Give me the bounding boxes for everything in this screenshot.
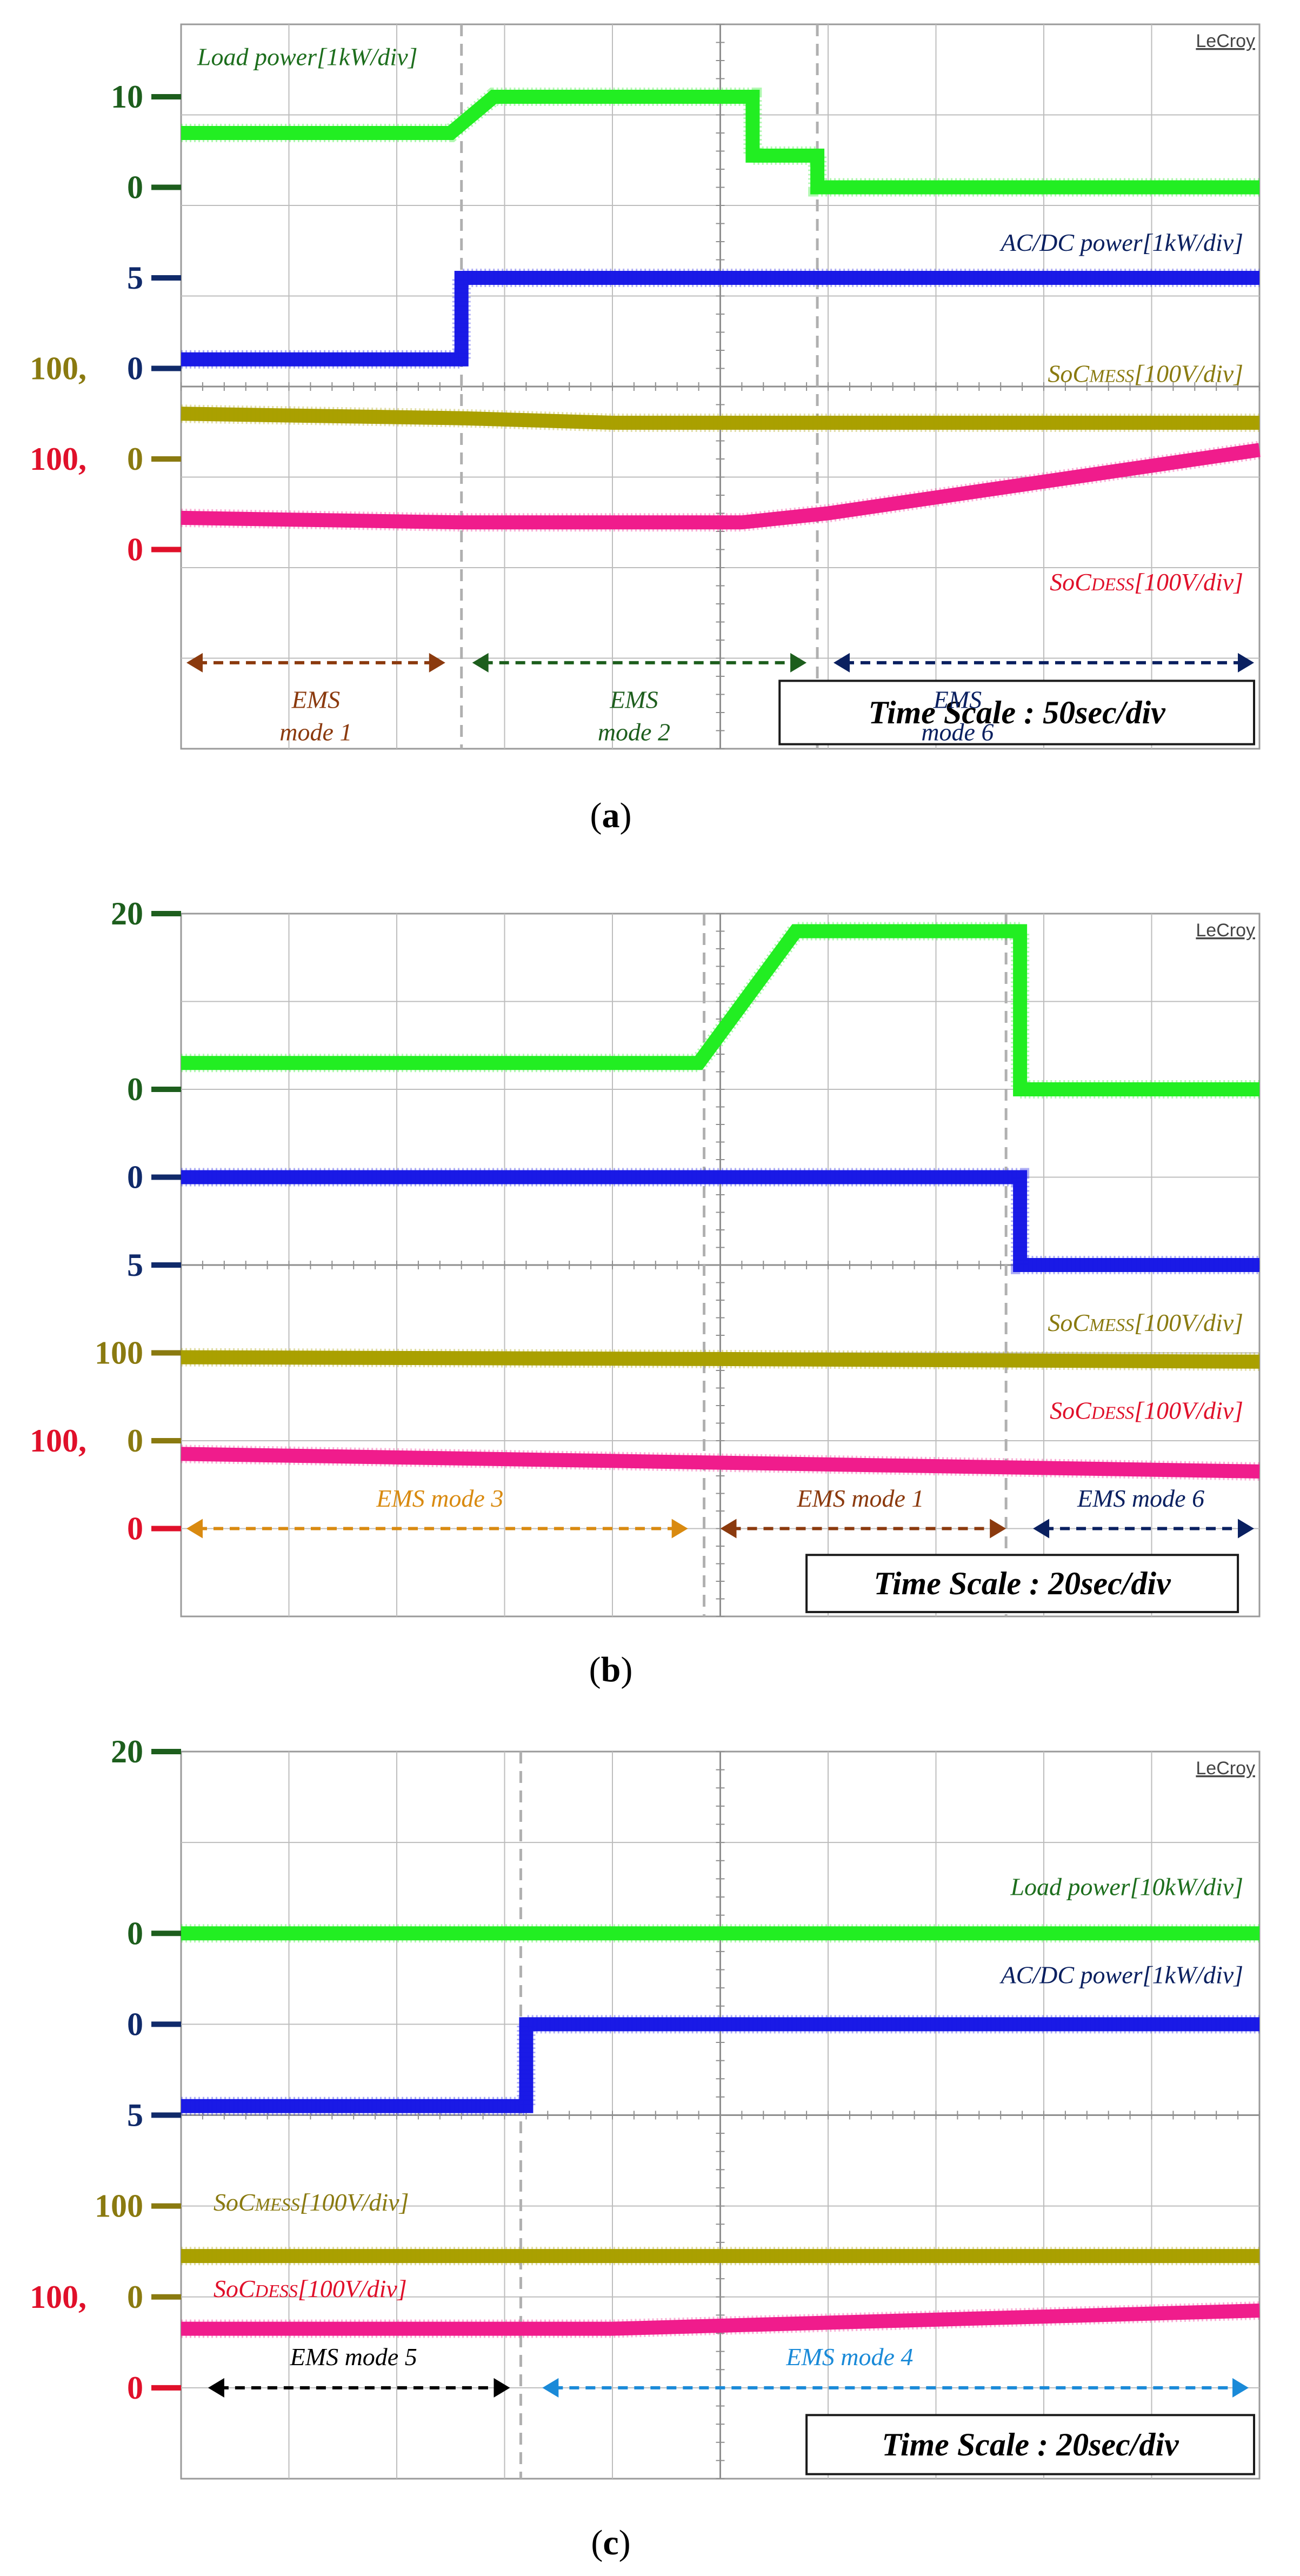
y-axis-label: 100 — [95, 2188, 143, 2224]
trace-noise-acdc — [181, 269, 1259, 369]
y-axis-label: 0 — [127, 351, 143, 387]
time-scale-box — [805, 1554, 1239, 1613]
y-axis-label: 10 — [111, 79, 143, 115]
y-axis-label: 0 — [127, 2006, 143, 2042]
panel-caption: (c) — [591, 2523, 630, 2562]
chart-c: LeCroy 20 0 0 5 100 100, 0 0 Load power[10kW/div]… — [30, 1734, 1261, 2562]
brand-label: LeCroy — [1196, 1758, 1255, 1779]
brand-label: LeCroy — [1196, 920, 1255, 941]
trace-acdc — [181, 1170, 1259, 1272]
trace-label: SoCMESS[100V/div] — [1048, 360, 1243, 388]
time-scale-label: Time Scale : 20sec/div — [874, 1566, 1171, 1601]
trace-noise-load — [181, 922, 1259, 1099]
y-axis-label: 100 — [95, 1335, 143, 1371]
chart-b: LeCroy 20 0 0 5 100 100, 0 0 SoCMESS[100V/div] SoC… — [30, 896, 1261, 1689]
trace-label: AC/DC power[1kW/div] — [999, 1961, 1243, 1989]
mode-label: EMS mode 1 — [279, 686, 352, 746]
trace-label: SoCMESS[100V/div] — [214, 2188, 409, 2216]
trace-label: SoCDESS[100V/div] — [1050, 568, 1243, 596]
grid — [181, 24, 1260, 749]
mode-label: EMS mode 1 — [796, 1485, 924, 1512]
y-axis-label: 0 — [127, 2370, 143, 2406]
trace-label: SoCDESS[100V/div] — [1050, 1396, 1243, 1424]
mode-arrow — [208, 2378, 510, 2398]
brand-label: LeCroy — [1196, 31, 1255, 51]
mode-label: EMS mode 3 — [376, 1485, 503, 1512]
y-axis-label: 0 — [127, 1423, 143, 1459]
y-axis-label: 5 — [127, 2098, 143, 2133]
time-scale-label: Time Scale : 20sec/div — [882, 2427, 1179, 2462]
y-axis-label: 0 — [127, 1915, 143, 1951]
y-axis-label: 100, — [30, 2279, 86, 2315]
trace-mess — [181, 1350, 1260, 1369]
trace-noise-dess — [181, 441, 1261, 532]
panel-b: LeCroy 20 0 0 5 100 100, 0 0 SoCMESS[100V/div] SoC… — [0, 854, 1300, 1714]
mode-arrow — [720, 1519, 1006, 1539]
mode-arrow — [186, 653, 445, 673]
trace-label: AC/DC power[1kW/div] — [999, 229, 1243, 256]
y-axis-label: 5 — [127, 260, 143, 296]
mode-arrow — [542, 2378, 1249, 2398]
trace-load — [181, 90, 1259, 195]
mode-label: EMS mode 6 — [1077, 1485, 1204, 1512]
mode-arrow — [472, 653, 807, 673]
y-axis-label: 20 — [111, 1734, 143, 1769]
y-axis-label: 0 — [127, 1160, 143, 1195]
trace-noise-acdc — [181, 2015, 1259, 2115]
time-scale-box — [805, 2414, 1256, 2475]
y-axis-label: 0 — [127, 2279, 143, 2315]
trace-dess — [181, 1447, 1260, 1479]
y-axis-label: 5 — [127, 1247, 143, 1283]
panel-a: LeCroy 10 0 5 100, 0 100, 0 0 Load power[1kW/div]… — [0, 0, 1300, 854]
mode-label: EMS mode 4 — [785, 2343, 913, 2371]
panel-caption: (a) — [590, 796, 632, 835]
y-axis-label: 0 — [127, 1511, 143, 1547]
chart-a: LeCroy 10 0 5 100, 0 100, 0 0 Load power[1kW/div]… — [30, 23, 1261, 835]
mode-label: EMS mode 2 — [598, 686, 670, 746]
y-axis-label: 0 — [127, 1071, 143, 1107]
trace-label: SoCMESS[100V/div] — [1048, 1309, 1243, 1336]
panel-c: LeCroy 20 0 0 5 100 100, 0 0 Load power[10kW/div]… — [0, 1714, 1300, 2576]
trace-label: SoCDESS[100V/div] — [214, 2275, 407, 2302]
time-scale-box — [778, 680, 1256, 745]
trace-acdc — [181, 2017, 1259, 2113]
y-axis-label: 100, — [30, 351, 86, 387]
trace-load — [181, 924, 1259, 1096]
mode-label: EMS mode 5 — [290, 2343, 417, 2371]
trace-noise-acdc — [181, 1168, 1259, 1274]
y-axis-label: 0 — [127, 441, 143, 477]
mode-arrow — [833, 653, 1255, 673]
mode-label: EMS mode 6 — [921, 686, 994, 746]
trace-noise-load — [181, 88, 1259, 197]
trace-dess — [181, 2304, 1260, 2336]
time-scale-label: Time Scale : 50sec/div — [868, 695, 1166, 730]
trace-label: Load power[1kW/div] — [197, 43, 418, 70]
trace-label: Load power[10kW/div] — [1010, 1873, 1243, 1901]
y-axis-label: 100, — [30, 1423, 86, 1459]
y-axis-label: 20 — [111, 896, 143, 931]
trace-dess — [181, 443, 1261, 530]
y-axis-label: 100, — [30, 441, 86, 477]
panel-caption: (b) — [589, 1650, 633, 1689]
y-axis-label: 0 — [127, 170, 143, 205]
trace-mess — [181, 407, 1259, 430]
mode-arrow — [186, 1519, 688, 1539]
y-axis-label: 0 — [127, 532, 143, 568]
trace-noise-dess — [181, 2301, 1260, 2338]
trace-acdc — [181, 271, 1259, 367]
trace-noise-mess — [181, 404, 1259, 432]
mode-arrow — [1033, 1519, 1255, 1539]
